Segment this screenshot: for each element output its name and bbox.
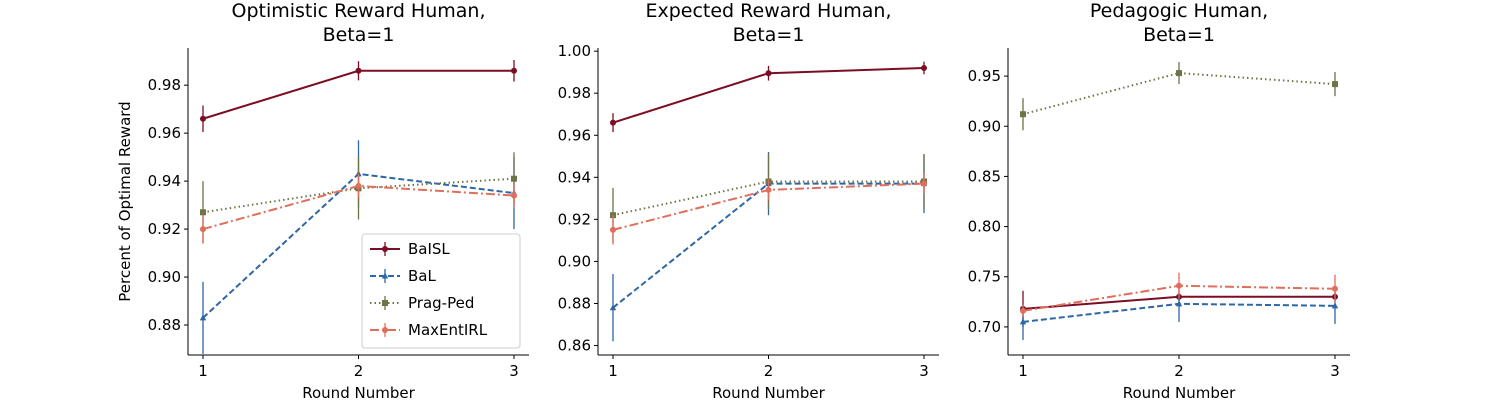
data-point [610, 226, 616, 233]
y-tick-label: 0.86 [558, 337, 591, 355]
data-point [382, 300, 388, 306]
y-tick-label: 0.90 [558, 252, 591, 270]
series-maxentirl [200, 173, 517, 244]
data-point [1332, 81, 1338, 88]
data-point [765, 70, 772, 77]
y-tick-label: 0.96 [558, 126, 591, 144]
data-point [200, 115, 206, 122]
y-axis-label: Percent of Optimal Reward [116, 101, 134, 301]
data-point [1332, 285, 1338, 292]
series-bal [1019, 285, 1339, 340]
legend-label: BaL [408, 267, 436, 285]
panel-1: 0.88 0.90 0.92 0.94 0.96 0.98 1 2 3 Optimistic Re… [116, 0, 529, 400]
legend-box [361, 233, 521, 349]
legend: BaISL BaL Prag-Ped MaxEntIRL [361, 233, 521, 349]
x-axis-label: Round Number [302, 384, 415, 400]
series-line-prag-ped [1022, 72, 1336, 116]
data-point [1331, 302, 1339, 309]
y-tick-label: 0.80 [968, 218, 1001, 236]
series-prag-ped [1020, 62, 1338, 131]
data-point [355, 182, 362, 189]
chart-title-line-1: Optimistic Reward Human, [231, 0, 485, 22]
panel-2: 0.86 0.88 0.90 0.92 0.94 0.96 0.98 1.00 1 2 3 Expec… [558, 0, 939, 400]
legend-entry-maxentirl: MaxEntIRL [370, 321, 488, 339]
data-point [610, 119, 616, 126]
x-tick-label: 2 [354, 362, 364, 380]
x-tick-label: 2 [764, 362, 774, 380]
chart-title-line-2: Beta=1 [323, 24, 395, 46]
y-tick-label: 0.85 [968, 167, 1001, 185]
y-tick-label: 0.88 [558, 294, 591, 312]
y-tick-label: 0.92 [558, 210, 591, 228]
data-point [921, 64, 927, 71]
y-tick-label: 0.94 [558, 168, 591, 186]
x-tick-label: 3 [1330, 362, 1340, 380]
panels: 0.88 0.90 0.92 0.94 0.96 0.98 1 2 3 Optimistic Re… [116, 0, 1350, 400]
y-tick-label: 0.95 [968, 67, 1001, 85]
data-point [199, 314, 207, 321]
y-tick-label: 0.75 [968, 268, 1001, 286]
legend-label: Prag-Ped [408, 294, 474, 312]
y-tick-label: 0.94 [148, 172, 181, 190]
legend-label: MaxEntIRL [408, 321, 488, 339]
series-baisl [200, 59, 517, 132]
data-point [765, 186, 772, 193]
y-tick-label: 0.96 [148, 124, 181, 142]
chart-title-line-2: Beta=1 [733, 24, 805, 46]
legend-entry-prag-ped: Prag-Ped [370, 294, 474, 312]
data-point [381, 272, 389, 279]
series-line-prag-ped [202, 177, 515, 214]
data-point [1176, 282, 1182, 289]
data-point [1176, 70, 1182, 77]
data-point [355, 67, 362, 74]
data-point [1175, 300, 1183, 307]
legend-label: BaISL [408, 240, 450, 258]
x-tick-label: 3 [509, 362, 519, 380]
y-tick-label: 0.98 [558, 84, 591, 102]
legend-entry-baisl: BaISL [370, 240, 450, 258]
data-point [511, 67, 517, 74]
y-tick-label: 0.98 [148, 76, 181, 94]
data-point [921, 180, 927, 187]
x-tick-label: 1 [198, 362, 208, 380]
data-point [1019, 318, 1027, 325]
data-point [1020, 307, 1026, 314]
series-maxentirl [610, 173, 927, 245]
x-tick-label: 3 [919, 362, 929, 380]
data-point [200, 226, 206, 233]
data-point [511, 192, 517, 199]
x-tick-label: 1 [1018, 362, 1028, 380]
x-axis-label: Round Number [1123, 384, 1236, 400]
series-maxentirl [1020, 272, 1338, 317]
data-point [511, 175, 517, 182]
x-tick-label: 2 [1174, 362, 1184, 380]
data-point [382, 246, 388, 252]
y-tick-label: 0.90 [968, 117, 1001, 135]
x-tick-label: 1 [608, 362, 618, 380]
chart-title-line-1: Pedagogic Human, [1090, 0, 1268, 22]
legend-entry-bal: BaL [370, 267, 436, 285]
chart-title-line-2: Beta=1 [1143, 24, 1215, 46]
series-baisl [610, 61, 927, 133]
chart-title-line-1: Expected Reward Human, [645, 0, 891, 22]
data-point [200, 209, 206, 216]
data-point [1020, 111, 1026, 118]
x-axis-label: Round Number [712, 384, 825, 400]
data-point [382, 327, 388, 333]
y-tick-label: 0.70 [968, 318, 1001, 336]
y-tick-label: 0.90 [148, 268, 181, 286]
y-tick-label: 0.92 [148, 220, 181, 238]
y-tick-label: 1.00 [558, 42, 591, 60]
data-point [609, 304, 617, 311]
panel-3: 0.70 0.75 0.80 0.85 0.90 0.95 1 2 3 Pedagogic Hum… [968, 0, 1350, 400]
y-tick-label: 0.88 [148, 316, 181, 334]
